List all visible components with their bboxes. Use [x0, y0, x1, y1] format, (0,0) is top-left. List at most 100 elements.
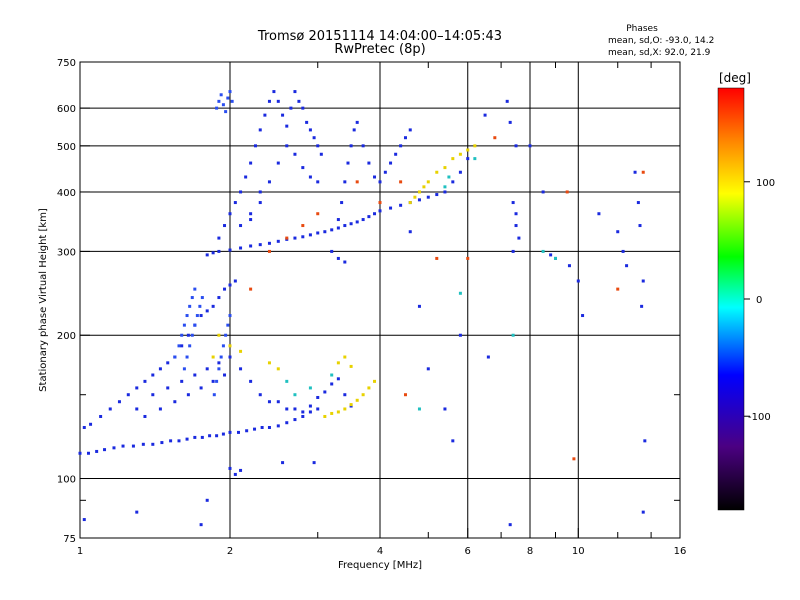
chart-title: Tromsø 20151114 14:04:00–14:05:43 — [257, 29, 502, 44]
data-point — [193, 435, 197, 439]
data-point — [258, 128, 262, 132]
data-point — [228, 430, 232, 434]
data-point — [621, 249, 625, 253]
data-point — [641, 279, 645, 283]
data-point — [466, 148, 470, 152]
data-point — [219, 93, 223, 97]
data-point — [95, 449, 99, 453]
data-point — [267, 361, 271, 365]
data-point — [99, 414, 103, 418]
data-point — [285, 144, 289, 148]
stats-header: Phases — [626, 24, 658, 34]
data-point — [403, 136, 407, 140]
data-point — [505, 99, 509, 103]
data-point — [330, 382, 334, 386]
data-point — [343, 224, 347, 228]
data-point — [541, 249, 545, 253]
data-point — [565, 190, 569, 194]
data-point — [349, 144, 353, 148]
data-point — [323, 414, 327, 418]
data-point — [301, 235, 305, 239]
data-point — [131, 444, 135, 448]
data-point — [426, 195, 430, 199]
data-point — [301, 166, 305, 170]
data-point — [221, 103, 225, 107]
data-point — [340, 201, 344, 205]
data-point — [217, 249, 221, 253]
data-point — [258, 243, 262, 247]
data-point — [244, 175, 248, 179]
data-point — [180, 379, 184, 383]
data-points-layer — [78, 90, 647, 527]
data-point — [473, 144, 477, 148]
data-point — [301, 224, 305, 228]
data-point — [108, 407, 112, 411]
data-point — [408, 201, 412, 205]
data-point — [103, 448, 107, 452]
data-point — [180, 333, 184, 337]
data-point — [336, 218, 340, 222]
data-point — [260, 425, 264, 429]
data-point — [352, 128, 356, 132]
data-point — [267, 249, 271, 253]
data-point — [373, 175, 377, 179]
data-point — [367, 161, 371, 165]
data-point — [173, 355, 177, 359]
data-point — [511, 201, 515, 205]
data-point — [486, 355, 490, 359]
data-point — [641, 510, 645, 514]
data-point — [349, 403, 353, 407]
data-point — [443, 407, 447, 411]
data-point — [86, 451, 90, 455]
data-point — [567, 264, 571, 268]
data-point — [541, 190, 545, 194]
data-point — [224, 333, 228, 337]
colorbar-tick-label: -100 — [748, 412, 771, 423]
data-point — [389, 161, 393, 165]
data-point — [403, 393, 407, 397]
colorbar-tick-label: 0 — [756, 295, 762, 306]
data-point — [293, 236, 297, 240]
data-point — [378, 180, 382, 184]
data-point — [245, 429, 249, 433]
data-point — [205, 253, 209, 257]
data-point — [346, 161, 350, 165]
data-point — [151, 442, 155, 446]
data-point — [597, 212, 601, 216]
data-point — [293, 152, 297, 156]
data-point — [349, 364, 353, 368]
data-point — [249, 218, 253, 222]
data-point — [233, 201, 237, 205]
data-point — [301, 410, 305, 414]
data-point — [330, 228, 334, 232]
data-point — [330, 373, 334, 377]
data-point — [301, 414, 305, 418]
data-point — [435, 170, 439, 174]
data-point — [483, 113, 487, 117]
data-point — [308, 128, 312, 132]
data-point — [223, 224, 227, 228]
y-tick-label: 100 — [57, 475, 76, 486]
x-tick-label: 8 — [527, 546, 533, 557]
data-point — [378, 201, 382, 205]
data-point — [200, 435, 204, 439]
data-point — [224, 110, 228, 114]
data-point — [217, 99, 221, 103]
data-point — [166, 361, 170, 365]
data-point — [135, 386, 139, 390]
data-point — [193, 323, 197, 327]
data-point — [293, 407, 297, 411]
data-point — [308, 233, 312, 237]
data-point — [417, 198, 421, 202]
data-point — [236, 430, 240, 434]
data-point — [514, 144, 518, 148]
y-tick-label: 600 — [57, 104, 76, 115]
data-point — [233, 279, 237, 283]
data-point — [511, 249, 515, 253]
data-point — [330, 411, 334, 415]
data-point — [200, 296, 204, 300]
data-point — [355, 120, 359, 124]
data-point — [293, 90, 297, 94]
y-tick-label: 400 — [57, 188, 76, 199]
